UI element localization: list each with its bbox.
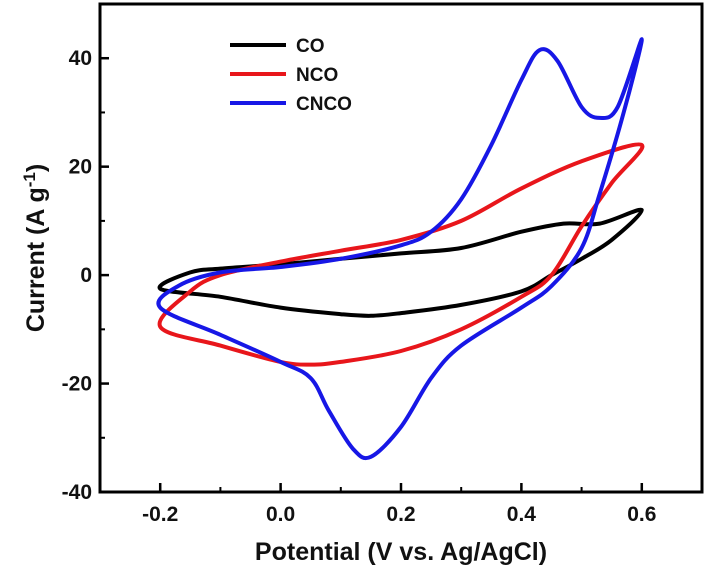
series-line-co [157,207,644,318]
legend-label-co: CO [296,36,325,57]
legend-label-cnco: CNCO [296,94,352,115]
y-axis-label-main: Current (A g [22,187,50,332]
y-tick-label: 20 [69,156,92,179]
x-axis-label: Potential (V vs. Ag/AgCl) [255,538,547,566]
series-line-nco [157,142,645,367]
x-tick-label: 0.6 [627,503,656,526]
y-tick-label: 0 [80,264,92,287]
legend: CO NCO CNCO [230,36,352,115]
y-axis-label-superscript: -1 [20,172,39,187]
y-tick-label: -20 [62,373,92,396]
y-tick-label: 40 [69,47,92,70]
y-axis-label: Current (A g-1) [20,164,51,332]
x-tick-label: 0.0 [266,503,295,526]
x-tick-label: 0.2 [386,503,415,526]
x-tick-label: -0.2 [142,503,178,526]
x-axis-ticks: -0.2 0.0 0.2 0.4 0.6 [99,483,703,526]
legend-label-nco: NCO [296,65,338,86]
y-axis-ticks: -40 -20 0 20 40 [62,3,109,504]
plot-area-frame [98,2,704,494]
series-layer [156,37,645,461]
y-axis-label-close: ) [22,164,50,172]
x-tick-label: 0.4 [507,503,537,526]
series-line-cnco [156,37,644,461]
y-tick-label: -40 [62,481,92,504]
